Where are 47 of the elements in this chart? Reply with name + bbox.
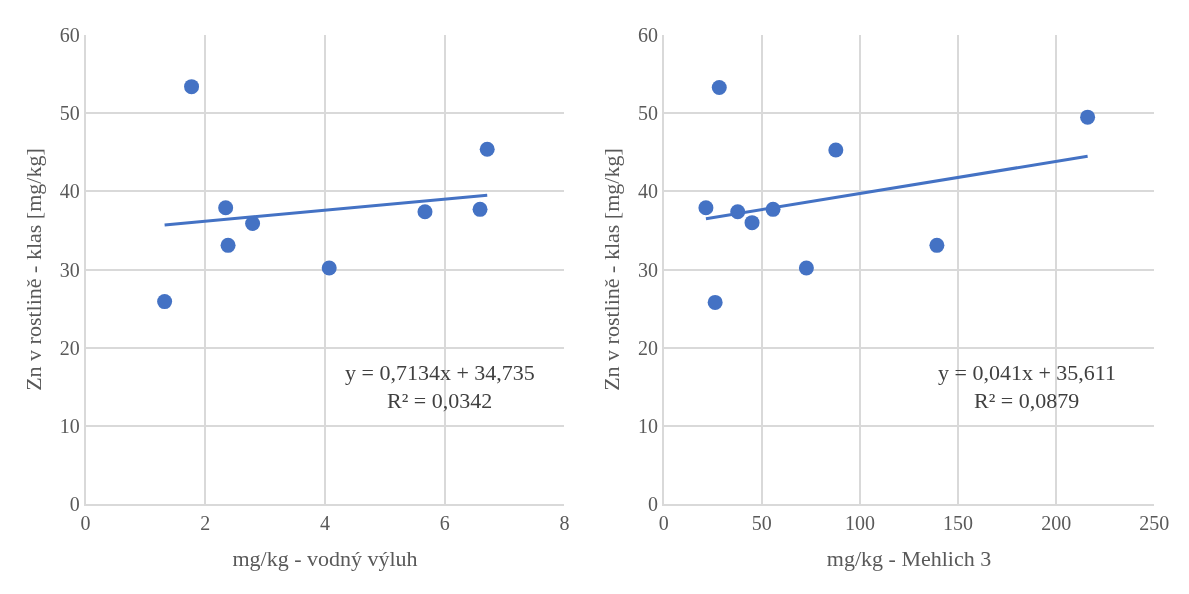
y-axis-title: Zn v rostlině - klas [mg/kg]: [599, 148, 625, 391]
point: [1080, 109, 1096, 125]
x-tick-label: 6: [439, 511, 450, 534]
y-axis-title: Zn v rostlině - klas [mg/kg]: [21, 148, 47, 391]
point: [828, 142, 844, 158]
annotation: y = 0,041x + 35,611: [938, 360, 1116, 385]
x-tick-label: 4: [320, 511, 331, 534]
y-tick-label: 50: [637, 102, 658, 125]
x-tick-label: 2: [200, 511, 211, 534]
point: [929, 237, 945, 253]
point: [184, 79, 200, 95]
x-tick-label: 200: [1041, 511, 1072, 534]
y-tick-label: 0: [647, 493, 658, 516]
y-tick-label: 40: [637, 180, 658, 203]
y-tick-label: 10: [59, 414, 80, 437]
y-tick-label: 60: [637, 24, 658, 47]
x-axis-title: mg/kg - Mehlich 3: [826, 546, 992, 572]
y-tick-label: 40: [59, 180, 80, 203]
point: [698, 200, 714, 216]
y-tick-label: 20: [59, 336, 80, 359]
annotation: R² = 0,0879: [974, 388, 1080, 413]
point: [220, 237, 236, 253]
y-tick-label: 0: [69, 493, 80, 516]
annotation: R² = 0,0342: [387, 388, 493, 413]
point: [218, 200, 234, 216]
x-tick-label: 50: [751, 511, 772, 534]
y-tick-label: 30: [59, 258, 80, 281]
x-tick-label: 150: [943, 511, 974, 534]
point: [711, 79, 727, 95]
point: [744, 215, 760, 231]
point: [798, 260, 814, 276]
x-axis-title: mg/kg - vodný výluh: [232, 546, 418, 572]
y-tick-label: 20: [637, 336, 658, 359]
x-tick-label: 8: [559, 511, 570, 534]
y-tick-label: 50: [59, 102, 80, 125]
point: [417, 204, 433, 220]
x-tick-label: 250: [1139, 511, 1170, 534]
y-tick-label: 60: [59, 24, 80, 47]
point: [707, 294, 723, 310]
point: [157, 294, 173, 310]
y-tick-label: 10: [637, 414, 658, 437]
point: [472, 201, 488, 217]
point: [479, 141, 495, 157]
point: [321, 260, 337, 276]
y-tick-label: 30: [637, 258, 658, 281]
x-tick-label: 100: [844, 511, 875, 534]
annotation: y = 0,7134x + 34,735: [345, 360, 535, 385]
